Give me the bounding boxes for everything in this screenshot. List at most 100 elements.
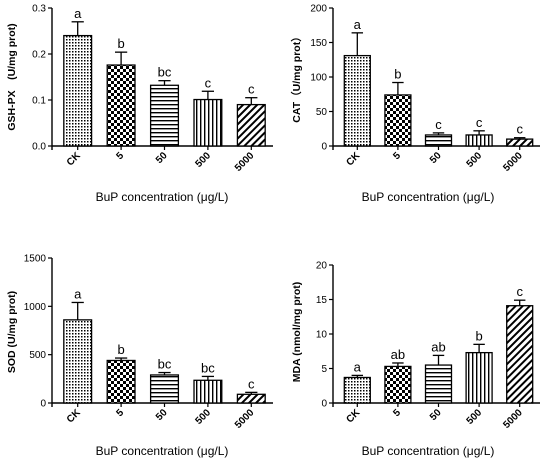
panel-cat-error-bar xyxy=(351,32,364,56)
panel-sod-error-bar xyxy=(71,301,84,320)
panel-gsh-px-y-tick-label: 0.3 xyxy=(32,4,46,15)
panel-gsh-px: GSH-PX (U/mg prot) BuP concentration (μg… xyxy=(6,4,273,204)
panel-mda-error-bar xyxy=(432,354,445,366)
panel-mda-significance-label: ab xyxy=(431,339,445,354)
panel-cat-bar xyxy=(343,54,371,147)
panel-sod-category-label: CK xyxy=(65,407,84,426)
panel-mda-error-bar xyxy=(392,362,404,367)
panel-gsh-px-error-bar xyxy=(245,97,258,105)
panel-gsh-px-significance-label: b xyxy=(117,36,124,51)
panel-cat-category-label: 5000 xyxy=(501,150,525,174)
panel-sod-category-label: 500 xyxy=(193,407,213,427)
panel-mda-xlabel: BuP concentration (μg/L) xyxy=(362,444,495,458)
panel-mda-category-label: 5000 xyxy=(501,407,525,431)
panel-gsh-px-category-label: 5 xyxy=(115,150,127,162)
panel-cat-error-bar xyxy=(513,137,526,140)
panel-mda-error-bar xyxy=(351,374,364,378)
panel-sod-ylabel: SOD (U/mg prot) xyxy=(6,291,18,373)
panel-gsh-px-bar xyxy=(193,98,223,147)
panel-cat-significance-label: c xyxy=(435,117,442,132)
panel-gsh-px-category-label: 50 xyxy=(154,150,170,166)
panel-gsh-px-xlabel: BuP concentration (μg/L) xyxy=(96,190,229,204)
panel-sod-category-label: 5 xyxy=(115,407,127,419)
panel-cat-ylabel: CAT（U/mg prot） xyxy=(290,31,303,122)
panel-mda-category-label: CK xyxy=(344,407,363,426)
panel-mda-significance-label: a xyxy=(354,359,362,374)
panel-cat-y-tick-label: 200 xyxy=(310,4,327,15)
panel-cat-error-bar xyxy=(432,132,445,135)
panel-sod-y-tick-label: 0 xyxy=(40,399,46,410)
panel-sod-y-tick-label: 1000 xyxy=(24,302,47,313)
panel-cat-error-bar xyxy=(473,130,485,135)
panel-cat-xlabel: BuP concentration (μg/L) xyxy=(362,190,495,204)
panel-mda-significance-label: ab xyxy=(391,347,405,362)
panel-sod-error-bar xyxy=(245,391,258,395)
panel-gsh-px-bar xyxy=(106,64,136,147)
panel-cat-y-tick-label: 50 xyxy=(316,107,328,118)
panel-sod-significance-label: c xyxy=(248,376,255,391)
panel-sod: SOD (U/mg prot) BuP concentration (μg/L)… xyxy=(6,254,273,458)
panel-cat-significance-label: a xyxy=(354,17,362,32)
panel-cat-error-bar xyxy=(392,81,404,95)
panel-mda-y-tick-label: 15 xyxy=(316,295,328,306)
panel-sod-error-bar xyxy=(114,357,128,361)
panel-sod-significance-label: bc xyxy=(201,360,215,375)
panel-cat-bar xyxy=(465,134,493,147)
panel-mda-ylabel: MDA (nmol/mg prot) xyxy=(291,282,303,383)
panel-cat-significance-label: c xyxy=(476,115,483,130)
panel-cat-bar xyxy=(506,138,534,147)
panel-gsh-px-significance-label: a xyxy=(74,6,82,21)
panel-cat-y-tick-label: 0 xyxy=(321,142,327,153)
panel-cat-y-tick-label: 150 xyxy=(310,38,327,49)
panel-cat: CAT（U/mg prot） BuP concentration (μg/L) … xyxy=(290,4,540,204)
panel-mda-bar xyxy=(465,351,493,404)
panel-gsh-px-ylabel: GSH-PX (U/mg prot) xyxy=(6,23,18,130)
panel-gsh-px-category-label: 5000 xyxy=(233,150,257,174)
panel-mda-y-tick-label: 10 xyxy=(316,330,328,341)
panel-cat-bar xyxy=(384,94,412,147)
panel-sod-significance-label: b xyxy=(117,342,124,357)
panel-gsh-px-y-tick-label: 0.1 xyxy=(32,96,46,107)
panel-mda-significance-label: b xyxy=(475,328,482,343)
panel-gsh-px-error-bar xyxy=(201,90,215,100)
panel-sod-y-tick-label: 500 xyxy=(29,350,46,361)
panel-mda-category-label: 5 xyxy=(391,407,403,419)
panel-cat-category-label: CK xyxy=(344,150,363,169)
panel-gsh-px-y-tick-label: 0.2 xyxy=(32,50,46,61)
panel-gsh-px-significance-label: c xyxy=(205,75,212,90)
panel-mda-significance-label: c xyxy=(516,284,523,299)
panel-gsh-px-bar xyxy=(236,103,266,147)
panel-sod-bar xyxy=(149,374,180,404)
panel-mda-error-bar xyxy=(473,343,485,353)
panel-mda-category-label: 50 xyxy=(428,407,444,423)
panel-gsh-px-y-tick-label: 0.0 xyxy=(32,142,46,153)
panel-mda-bar xyxy=(384,365,412,404)
panel-cat-category-label: 5 xyxy=(391,150,403,162)
panel-sod-category-label: 5000 xyxy=(233,407,257,431)
panel-sod-significance-label: bc xyxy=(158,357,172,372)
panel-mda-error-bar xyxy=(513,299,526,306)
panel-sod-error-bar xyxy=(201,375,215,381)
panel-mda-y-tick-label: 5 xyxy=(321,364,327,375)
panel-sod-significance-label: a xyxy=(74,286,82,301)
panel-gsh-px-bar xyxy=(63,34,93,147)
panel-sod-y-tick-label: 1500 xyxy=(24,254,47,265)
panel-cat-y-tick-label: 100 xyxy=(310,73,327,84)
panel-mda-bar xyxy=(506,305,534,404)
panel-sod-bar xyxy=(236,393,266,404)
panel-cat-bar xyxy=(424,134,453,147)
panel-gsh-px-error-bar xyxy=(71,21,84,36)
panel-mda: MDA (nmol/mg prot) BuP concentration (μg… xyxy=(291,261,540,458)
panel-mda-y-tick-label: 0 xyxy=(321,399,327,410)
panel-mda-y-tick-label: 20 xyxy=(316,261,328,272)
panel-cat-significance-label: b xyxy=(394,67,401,82)
panel-gsh-px-significance-label: c xyxy=(248,82,255,97)
panel-sod-xlabel: BuP concentration (μg/L) xyxy=(96,444,229,458)
panel-mda-bar xyxy=(343,376,371,404)
panel-cat-category-label: 500 xyxy=(465,150,485,170)
panel-sod-bar xyxy=(63,319,93,404)
panel-gsh-px-error-bar xyxy=(114,51,128,66)
panel-gsh-px-significance-label: bc xyxy=(158,65,172,80)
